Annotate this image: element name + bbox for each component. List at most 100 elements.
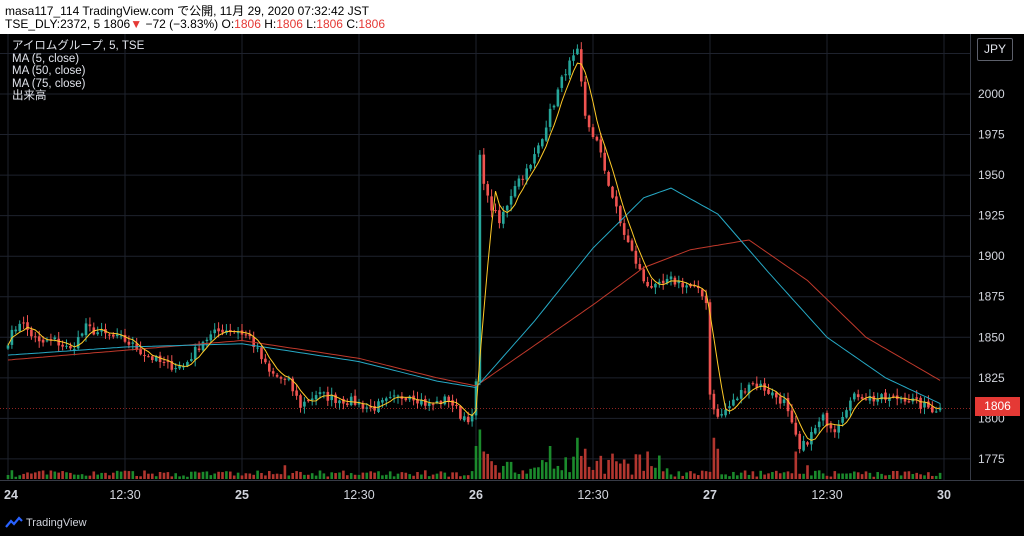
volume-bar (275, 473, 279, 479)
volume-bar (447, 476, 450, 479)
candle-body (388, 397, 392, 399)
candle-body (463, 416, 466, 421)
volume-bar (30, 473, 33, 479)
time-tick-label: 12:30 (343, 488, 374, 502)
candle-body (856, 394, 860, 398)
candle-body (638, 264, 642, 270)
candle-body (338, 400, 341, 404)
volume-bar (236, 472, 240, 479)
volume-bar (108, 475, 111, 479)
volume-bar (205, 471, 209, 479)
volume-bar (283, 465, 287, 479)
candle-body (743, 391, 747, 393)
volume-bar (728, 476, 731, 479)
candle-body (716, 408, 720, 417)
candle-body (84, 323, 88, 336)
price-tick-label: 1850 (978, 330, 1005, 344)
volume-bar (771, 472, 774, 479)
candle-body (513, 186, 517, 197)
publish-info: masa117_114 TradingView.com で公開, 11月 29,… (5, 4, 369, 18)
candle-body (361, 403, 365, 409)
currency-button[interactable]: JPY (977, 38, 1013, 61)
volume-bar (377, 471, 380, 479)
candle-body (279, 377, 283, 379)
volume-bar (767, 473, 770, 479)
volume-bar (400, 472, 404, 479)
volume-bar (907, 471, 911, 479)
chart-grid (0, 34, 970, 480)
candle-body (221, 329, 224, 333)
volume-bar (334, 473, 337, 479)
candle-body (439, 400, 443, 405)
candle-body (907, 401, 911, 403)
candle-body (560, 76, 564, 88)
candle-body (73, 348, 76, 350)
candle-body (353, 395, 357, 405)
candle-body (334, 394, 337, 404)
legend-ma50[interactable]: MA (50, close) (12, 65, 86, 77)
candle-body (888, 397, 891, 401)
candle-body (739, 389, 743, 399)
legend-ma5[interactable]: MA (5, close) (12, 52, 80, 65)
candle-body (603, 152, 606, 171)
candle-body (704, 295, 708, 304)
candle-body (751, 383, 755, 385)
candle-body (778, 396, 782, 404)
candle-body (424, 399, 427, 406)
volume-bar (127, 471, 131, 479)
volume-bar (525, 473, 528, 479)
volume-bar (860, 474, 864, 479)
candle-body (580, 49, 583, 82)
chart-header: masa117_114 TradingView.com で公開, 11月 29,… (0, 0, 1024, 34)
candle-body (724, 409, 727, 416)
volume-bar (330, 472, 333, 479)
candle-body (427, 403, 431, 406)
volume-bar (892, 470, 895, 479)
close-label: C: (346, 17, 359, 31)
volume-bar (412, 475, 415, 479)
candle-body (459, 405, 462, 419)
legend-title[interactable]: アイロムグループ, 5, TSE (12, 40, 145, 52)
volume-bar (279, 474, 283, 479)
legend-ma75[interactable]: MA (75, close) (12, 77, 86, 90)
candle-body (630, 240, 634, 251)
volume-bar (681, 475, 684, 479)
volume-bar (76, 474, 80, 479)
volume-bar (759, 470, 762, 479)
ma75-line (7, 239, 941, 387)
legend-volume[interactable]: 出来高 (12, 90, 47, 102)
volume-bar (755, 476, 759, 479)
candle-body (326, 391, 330, 401)
candle-body (357, 402, 361, 405)
volume-bar (381, 475, 384, 479)
volume-bar (794, 451, 798, 479)
volume-bar (716, 448, 720, 479)
volume-bar (256, 470, 259, 479)
candle-body (112, 334, 115, 337)
candle-body (661, 280, 665, 284)
volume-bar (154, 476, 158, 479)
volume-bar (151, 473, 154, 479)
volume-bar (541, 460, 544, 479)
candle-body (310, 398, 314, 401)
tradingview-logo-icon[interactable] (5, 516, 23, 530)
volume-bar (880, 473, 883, 479)
time-tick-label: 12:30 (577, 488, 608, 502)
candle-body (806, 442, 809, 445)
volume-bar (856, 472, 860, 479)
volume-bar (26, 472, 29, 479)
candle-body (69, 346, 72, 349)
candle-body (650, 285, 653, 288)
volume-bar (158, 471, 162, 479)
candle-body (790, 410, 794, 423)
volume-bar (724, 474, 727, 479)
price-chart[interactable]: 1775180018251850187519001925195019752000… (0, 34, 1024, 512)
brand-label[interactable]: TradingView (26, 517, 87, 529)
volume-bar (10, 470, 14, 479)
volume-bar (923, 475, 926, 479)
candle-body (693, 285, 696, 287)
volume-bar (115, 470, 119, 479)
candle-body (57, 338, 60, 346)
candle-body (271, 371, 275, 374)
high-label: H: (264, 17, 277, 31)
